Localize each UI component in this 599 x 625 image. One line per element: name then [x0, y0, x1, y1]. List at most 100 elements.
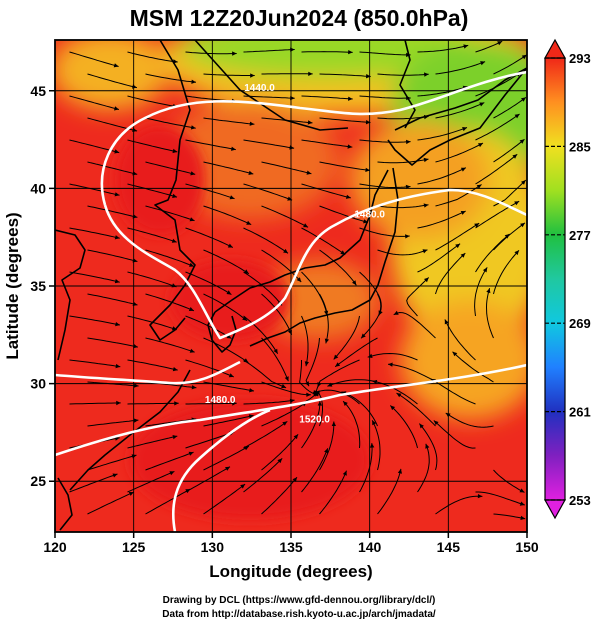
streamline-23 — [475, 72, 522, 97]
coast-honshu-pacific — [249, 167, 399, 347]
streamline-80 — [69, 271, 120, 283]
streamline-arrow-175 — [520, 515, 526, 520]
streamline-139 — [261, 401, 307, 427]
streamline-71 — [475, 200, 520, 229]
contour-label-2: 1480.0 — [205, 395, 236, 406]
streamline-arrow-80 — [114, 279, 120, 284]
streamline-145 — [127, 435, 178, 449]
streamline-106 — [203, 337, 249, 364]
streamline-arrow-164 — [324, 448, 329, 454]
streamline-8 — [87, 73, 138, 89]
streamline-arrow-10 — [250, 73, 255, 78]
streamline-30 — [435, 102, 485, 119]
streamline-arrow-12 — [366, 74, 371, 79]
streamline-141 — [341, 391, 378, 427]
y-axis-title: Latitude (degrees) — [3, 212, 22, 359]
streamline-56 — [87, 205, 138, 218]
streamline-41 — [145, 161, 196, 175]
streamline-31 — [493, 96, 527, 119]
streamline-arrow-73 — [189, 262, 194, 267]
streamline-arrow-32 — [114, 149, 120, 154]
streamline-72 — [87, 249, 138, 262]
streamline-arrow-109 — [335, 362, 341, 367]
contour-label-1: 1480.0 — [354, 210, 385, 221]
streamline-14 — [435, 61, 486, 75]
streamline-174 — [435, 495, 483, 515]
streamline-arrow-157 — [372, 420, 377, 426]
streamline-arrow-138 — [248, 414, 254, 419]
streamline-170 — [203, 483, 246, 515]
streamline-arrow-65 — [171, 238, 177, 243]
streamline-arrow-76 — [352, 280, 357, 286]
streamline-66 — [185, 227, 234, 248]
fill-warm-northwest — [55, 40, 170, 110]
contour-1440 — [100, 70, 527, 206]
streamline-arrow-30 — [479, 102, 485, 107]
streamline-4 — [301, 51, 353, 53]
streamline-6 — [417, 44, 469, 53]
streamline-160 — [69, 473, 118, 493]
contour-1520 — [55, 363, 527, 457]
streamline-arrow-96 — [115, 322, 120, 327]
streamline-167 — [475, 491, 525, 506]
streamline-arrow-158 — [419, 423, 424, 429]
streamline-166 — [417, 443, 430, 493]
streamline-arrow-166 — [425, 443, 430, 449]
streamline-76 — [319, 249, 357, 286]
streamline-7 — [475, 40, 503, 53]
streamline-154 — [203, 445, 250, 471]
streamline-arrow-15 — [521, 54, 527, 60]
streamline-61 — [377, 204, 429, 209]
streamline-97 — [127, 315, 177, 331]
colorbar-tick-label-269: 269 — [569, 316, 591, 331]
streamline-16 — [69, 95, 120, 110]
streamline-arrow-44 — [365, 167, 370, 172]
colorbar-tick-label-277: 277 — [569, 228, 591, 243]
streamline-28 — [319, 117, 371, 123]
plot-area: 1440.0 1480.0 1480.0 1520.0 — [55, 40, 527, 532]
streamline-arrow-77 — [422, 249, 428, 254]
streamline-arrow-1 — [173, 59, 178, 64]
fill-orange-sea — [160, 100, 340, 220]
coast-honshu-sea — [214, 169, 389, 313]
colorbar-tick-label-261: 261 — [569, 405, 591, 420]
streamline-arrow-170 — [240, 484, 246, 489]
streamline-arrow-16 — [114, 106, 119, 111]
colorbar-tick-label-253: 253 — [569, 493, 591, 508]
streamline-101 — [333, 315, 360, 360]
contour-1480-south — [55, 360, 241, 385]
streamline-129 — [127, 402, 179, 405]
streamline-69 — [359, 227, 410, 237]
streamline-arrow-94 — [460, 253, 466, 258]
streamline-68 — [301, 227, 346, 256]
x-tick-label-145: 145 — [437, 539, 461, 555]
streamline-arrow-102 — [424, 277, 429, 283]
streamline-87 — [475, 233, 510, 273]
colorbar-gradient — [544, 57, 566, 501]
streamline-158 — [419, 423, 438, 471]
fill-orange-east — [350, 120, 490, 240]
streamline-arrow-46 — [478, 143, 483, 148]
fill-cool-north — [180, 40, 480, 78]
height-contours — [55, 70, 527, 532]
streamline-arrow-111 — [486, 288, 491, 294]
streamline-35 — [243, 139, 295, 149]
y-axis-ticks: 25 30 35 40 45 — [30, 83, 55, 489]
credit-drawing: Drawing by DCL (https://www.gfd-dennou.o… — [163, 595, 436, 606]
streamline-64 — [69, 227, 120, 239]
streamline-arrow-150 — [390, 405, 396, 411]
streamline-38 — [417, 127, 468, 141]
streamline-arrow-68 — [340, 250, 346, 255]
streamline-60 — [319, 205, 369, 223]
streamline-arrow-42 — [248, 170, 254, 175]
streamline-arrow-33 — [172, 148, 178, 154]
streamline-arrow-86 — [455, 243, 461, 249]
streamline-arrow-149 — [343, 401, 348, 406]
streamline-131 — [243, 399, 295, 405]
streamline-arrow-100 — [304, 361, 309, 367]
streamline-arrow-120 — [133, 383, 139, 388]
streamline-arrow-38 — [462, 127, 467, 132]
streamline-65 — [127, 227, 177, 243]
streamline-arrow-21 — [406, 95, 411, 101]
streamline-173 — [377, 468, 402, 515]
